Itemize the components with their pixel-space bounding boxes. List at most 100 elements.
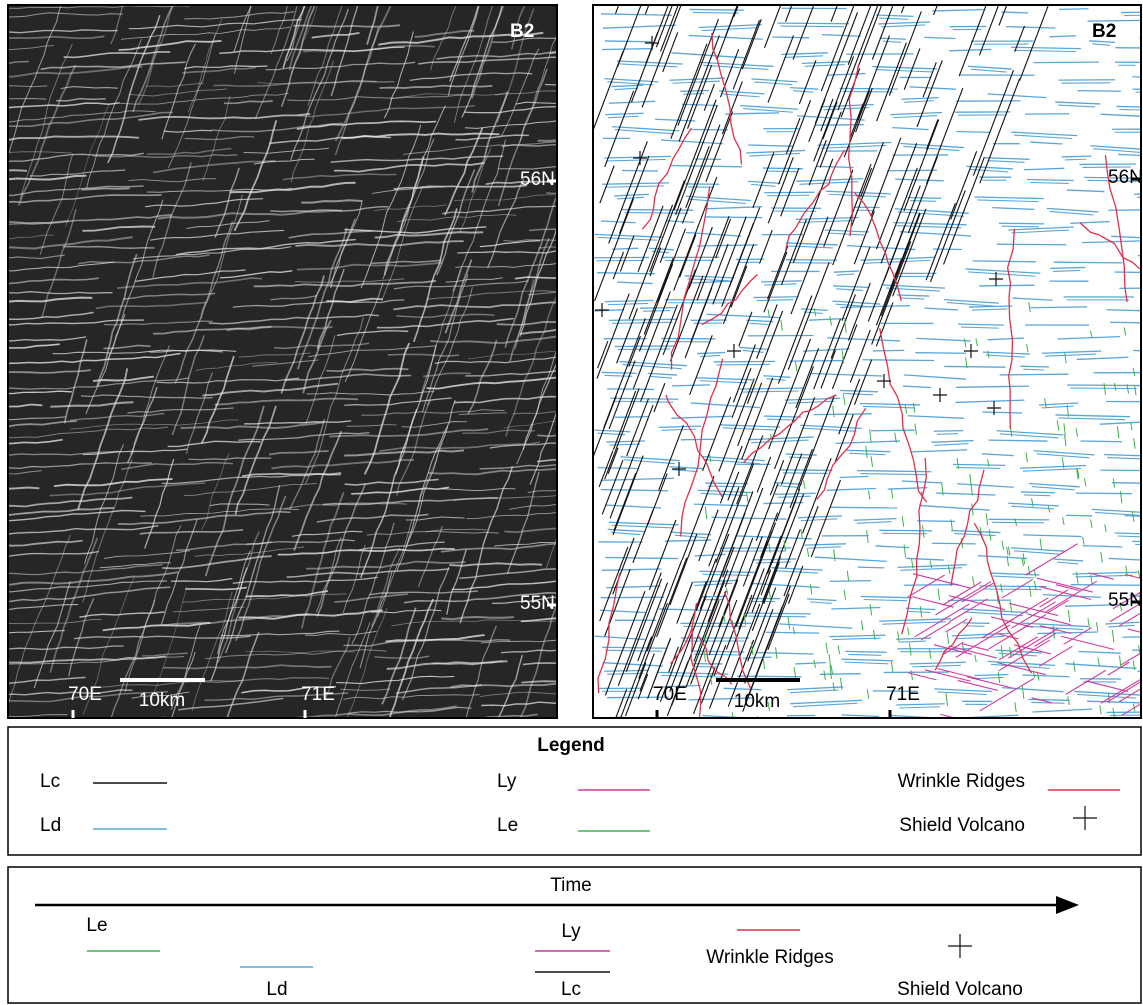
ld-lineament	[780, 26, 844, 27]
lineament	[0, 722, 93, 727]
ld-lineament	[999, 223, 1044, 224]
legend-label: Le	[497, 815, 518, 836]
ld-lineament	[983, 589, 1042, 590]
ld-lineament	[1021, 492, 1055, 493]
ld-lineament	[602, 372, 638, 373]
legend-label: Shield Volcano	[899, 815, 1025, 836]
ld-lineament	[989, 519, 1049, 520]
figure: B2 56N 55N 70E 71E 10km B2 56N 55N 70E 7…	[0, 0, 1143, 1005]
ld-lineament	[655, 728, 699, 729]
timeline-title: Time	[550, 875, 592, 896]
lineament	[0, 170, 27, 171]
ld-lineament	[1070, 388, 1137, 389]
timeline-swatch	[948, 934, 972, 958]
legend-label: Wrinkle Ridges	[898, 771, 1025, 792]
ld-lineament	[873, 350, 904, 351]
ld-lineament	[754, 297, 799, 298]
arrow-head	[1056, 896, 1079, 914]
lineament	[572, 411, 594, 478]
ld-lineament	[1107, 712, 1143, 713]
ld-lineament	[1076, 493, 1132, 494]
timeline-label: Ly	[561, 921, 581, 942]
lon-label: 70E	[68, 684, 102, 705]
ld-lineament	[820, 674, 861, 675]
ld-lineament	[980, 730, 1040, 733]
ld-lineament	[830, 581, 871, 582]
ld-lineament	[934, 431, 963, 432]
ld-lineament	[598, 468, 639, 469]
timeline-label: Le	[86, 915, 107, 936]
ld-lineament	[862, 360, 934, 361]
timeline-label: Lc	[561, 979, 581, 1000]
ld-lineament	[917, 521, 955, 522]
legend-title: Legend	[537, 735, 605, 756]
ld-lineament	[745, 613, 811, 614]
ld-lineament	[777, 23, 849, 24]
ld-lineament	[879, 723, 945, 724]
ld-lineament	[738, 731, 781, 734]
timeline-label: Ld	[266, 979, 287, 1000]
ld-lineament	[1024, 495, 1050, 496]
legend-label: Ld	[40, 815, 61, 836]
ld-lineament	[887, 170, 937, 171]
ld-lineament	[814, 414, 872, 415]
ld-lineament	[1077, 721, 1143, 723]
lon-label: 70E	[653, 684, 687, 705]
ld-lineament	[798, 732, 838, 733]
ld-lineament	[622, 210, 693, 211]
ld-lineament	[830, 507, 897, 508]
ld-lineament	[979, 285, 1034, 286]
ld-lineament	[1071, 585, 1143, 586]
lon-label: 71E	[301, 684, 335, 705]
ld-lineament	[907, 198, 941, 199]
panel-label: B2	[1092, 21, 1116, 42]
ld-lineament	[1121, 12, 1143, 13]
lineament	[427, 741, 474, 743]
ld-lineament	[1054, 262, 1123, 263]
ld-lineament	[705, 217, 762, 218]
ld-lineament	[980, 586, 1047, 587]
ld-lineament	[1100, 470, 1143, 471]
ld-lineament	[652, 725, 704, 726]
ld-lineament	[879, 530, 932, 531]
ld-lineament	[944, 366, 1005, 367]
ld-lineament	[748, 616, 806, 617]
ld-lineament	[680, 90, 709, 91]
ld-lineament	[1059, 9, 1089, 10]
ld-lineament	[845, 651, 886, 652]
ld-lineament	[1080, 441, 1122, 442]
ld-lineament	[997, 244, 1066, 245]
ld-lineament	[605, 41, 651, 42]
ld-lineament	[643, 311, 670, 312]
ld-lineament	[795, 729, 843, 730]
timeline-label: Shield Volcano	[897, 979, 1023, 1000]
ld-lineament	[1078, 91, 1121, 92]
ld-lineament	[1112, 483, 1143, 484]
ld-lineament	[992, 522, 1044, 523]
ld-lineament	[1000, 374, 1069, 375]
ld-lineament	[766, 632, 820, 633]
lineament	[568, 94, 591, 159]
ld-lineament	[714, 361, 775, 362]
lineament	[413, 748, 460, 750]
scale-label: 10km	[139, 690, 185, 711]
lineament	[210, 729, 318, 734]
ld-lineament	[737, 676, 802, 677]
ld-lineament	[789, 361, 843, 362]
legend-swatch	[1073, 806, 1097, 830]
ld-lineament	[1030, 307, 1087, 308]
ld-lineament	[693, 12, 739, 13]
ld-lineament	[858, 567, 884, 568]
scale-label: 10km	[734, 691, 780, 712]
ld-lineament	[640, 308, 675, 309]
ld-lineament	[956, 132, 990, 133]
ld-lineament	[615, 417, 648, 418]
ld-lineament	[664, 341, 710, 342]
ld-lineament	[871, 430, 915, 431]
le-lineament	[1014, 718, 1016, 730]
ld-lineament	[1028, 699, 1069, 700]
panel-label: B2	[510, 21, 534, 42]
ld-lineament	[1002, 226, 1039, 227]
legend-label: Lc	[40, 771, 60, 792]
ld-lineament	[622, 171, 658, 172]
